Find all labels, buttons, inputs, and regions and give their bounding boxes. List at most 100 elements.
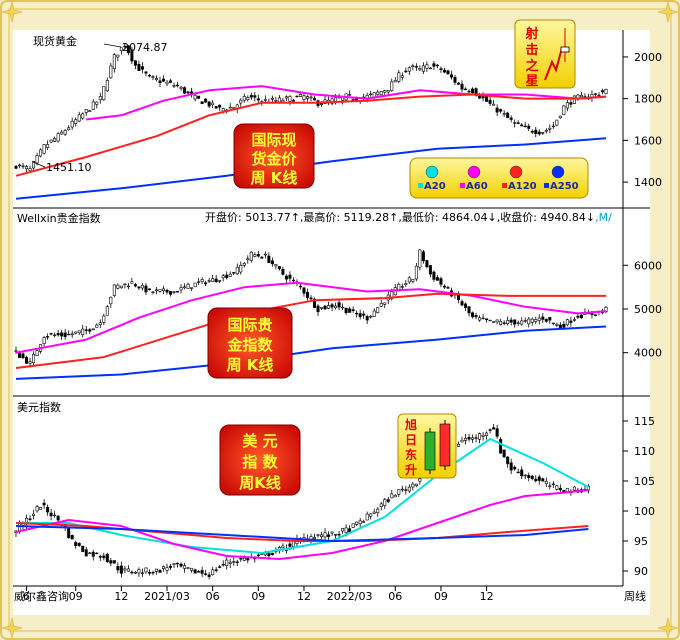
candle-body <box>548 485 552 487</box>
candle-body <box>102 315 106 323</box>
candle-body <box>123 568 127 571</box>
candle-body <box>232 561 236 563</box>
candle-body <box>530 318 534 323</box>
candle-body <box>551 483 555 486</box>
candle-body <box>88 552 92 554</box>
candle-body <box>488 99 492 104</box>
candle-body <box>32 353 36 364</box>
candle-body <box>506 456 510 465</box>
candle-body <box>453 76 457 83</box>
candle-body <box>133 60 137 66</box>
candle-body <box>91 551 95 557</box>
candle-body <box>116 54 120 58</box>
candle-body <box>393 80 397 83</box>
candle-body <box>112 560 116 564</box>
candle-body <box>98 556 102 558</box>
badge2-green-candle-icon <box>424 431 436 471</box>
badge-char-2: 击 <box>525 42 538 58</box>
ma-line-a120 <box>15 292 606 369</box>
y-tick-label: 1400 <box>634 176 662 189</box>
legend-label-a60: A60 <box>466 181 488 192</box>
index-panel-title: Wellxin贵金指数 <box>17 211 101 225</box>
candle-body <box>523 474 527 477</box>
candle-body <box>355 312 359 315</box>
candle-body <box>186 567 190 569</box>
candle-body <box>379 303 383 307</box>
summary-open: 开盘价: 5013.77↑ <box>205 210 300 224</box>
candle-body <box>456 82 460 85</box>
candle-body <box>235 266 239 275</box>
candle-body <box>281 100 285 103</box>
candle-body <box>572 486 576 491</box>
candle-body <box>288 543 292 547</box>
candle-body <box>53 514 57 517</box>
candle-body <box>471 88 475 94</box>
candle-body <box>274 100 278 102</box>
candle-body <box>369 93 373 95</box>
candle-body <box>334 97 338 102</box>
candle-body <box>154 78 158 80</box>
candle-body <box>320 307 324 309</box>
candle-body <box>147 288 151 290</box>
candle-body <box>418 478 422 482</box>
x-tick-label: 06 <box>388 590 402 603</box>
candle-body <box>383 302 387 305</box>
dollar-label-box: 美 元 指 数 周K线 <box>219 424 301 496</box>
candle-body <box>562 323 566 328</box>
candle-body <box>172 291 176 293</box>
x-tick-label: 2022/03 <box>327 590 373 603</box>
candle-body <box>323 305 327 310</box>
candle-body <box>418 68 422 71</box>
candle-body <box>537 476 541 481</box>
candle-body <box>105 80 109 92</box>
candle-body <box>151 291 155 293</box>
candle-body <box>548 317 552 321</box>
corner-star-icon <box>1 1 23 23</box>
candle-body <box>123 45 127 48</box>
candle-body <box>263 253 267 256</box>
candle-body <box>516 122 520 124</box>
candle-body <box>162 566 166 569</box>
candle-body <box>207 280 211 282</box>
candle-body <box>485 96 489 102</box>
index-label-line-2: 金指数 <box>226 336 273 354</box>
candle-body <box>604 89 608 95</box>
candle-body <box>309 297 313 300</box>
candle-body <box>414 483 418 487</box>
legend-dot-a120 <box>509 165 523 179</box>
candle-body <box>344 527 348 533</box>
candle-body <box>119 565 123 574</box>
candle-body <box>435 277 439 281</box>
candle-body <box>98 96 102 101</box>
index-label-bg <box>207 307 293 379</box>
candle-body <box>369 315 373 318</box>
candle-body <box>225 559 229 567</box>
candle-body <box>284 96 288 99</box>
candle-body <box>502 113 506 115</box>
candle-body <box>200 101 204 105</box>
candle-body <box>151 571 155 574</box>
gold-low-pointer <box>32 161 46 168</box>
candle-body <box>130 571 134 574</box>
candle-body <box>397 72 401 82</box>
candle-body <box>298 94 302 97</box>
candle-body <box>49 139 53 143</box>
candle-body <box>569 102 573 105</box>
gold-low-annotation: 1451.10 <box>46 161 92 174</box>
candle-body <box>502 449 506 458</box>
ma-line-a120 <box>15 93 607 177</box>
candle-body <box>327 305 331 309</box>
badge2-char-4: 升 <box>405 462 417 477</box>
gold-high-pointer <box>103 43 122 48</box>
candle-body <box>116 284 120 289</box>
candle-body <box>165 81 169 85</box>
candle-body <box>214 569 218 571</box>
y-tick-label: 2000 <box>634 51 662 64</box>
candle-body <box>421 65 425 72</box>
candle-body <box>330 531 334 534</box>
candle-body <box>446 70 450 75</box>
candle-body <box>593 314 597 316</box>
candle-body <box>537 317 541 321</box>
candle-body <box>362 313 366 316</box>
